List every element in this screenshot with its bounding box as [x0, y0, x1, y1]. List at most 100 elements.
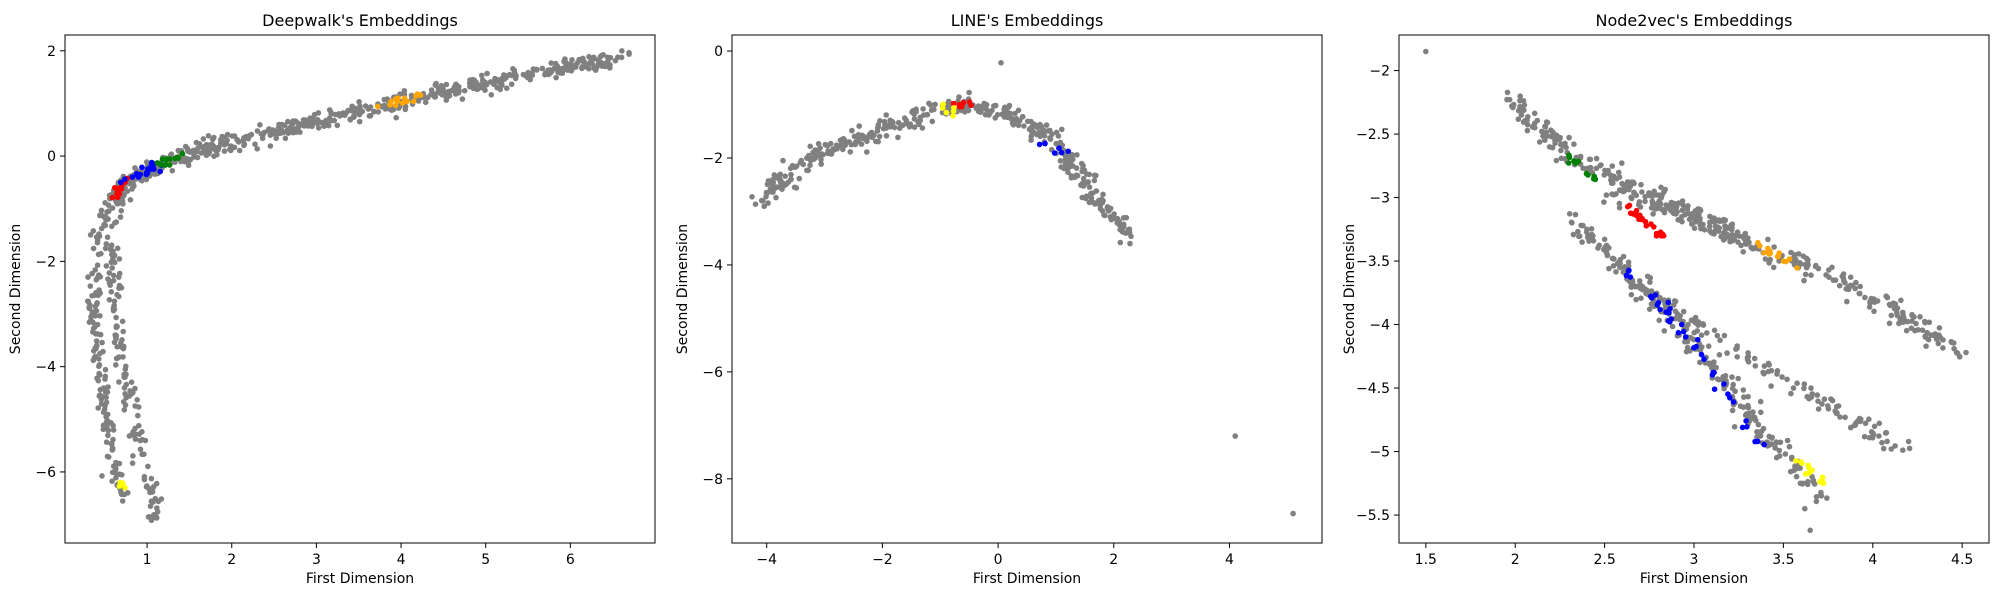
data-point — [605, 55, 612, 62]
data-point — [440, 85, 446, 92]
data-point — [1740, 249, 1746, 255]
data-point — [1825, 403, 1831, 409]
data-point — [1723, 224, 1729, 230]
cluster-point — [374, 103, 381, 110]
data-point — [920, 106, 926, 112]
data-point — [1884, 294, 1891, 301]
data-point — [602, 63, 608, 70]
data-point — [1679, 207, 1686, 213]
data-point — [1558, 155, 1565, 162]
cluster-point — [1065, 148, 1072, 155]
data-point — [1642, 198, 1648, 205]
cluster-point — [117, 479, 124, 486]
data-point — [393, 114, 400, 121]
data-point — [992, 115, 998, 121]
data-point — [1771, 244, 1777, 250]
data-point — [761, 203, 767, 210]
data-point — [129, 186, 135, 192]
data-point — [110, 422, 116, 429]
data-point — [1579, 239, 1585, 245]
data-point — [1625, 259, 1632, 266]
data-point — [103, 241, 110, 247]
data-point — [121, 385, 128, 391]
data-point — [175, 147, 182, 154]
data-point — [1083, 193, 1090, 199]
data-point — [86, 304, 92, 311]
data-point — [560, 65, 567, 71]
y-tick-label: −2 — [35, 254, 56, 270]
data-point — [331, 117, 338, 124]
cluster-point — [1658, 233, 1665, 239]
cluster-point — [1571, 158, 1577, 164]
data-point — [106, 297, 113, 303]
data-point — [187, 149, 193, 155]
data-point — [1062, 160, 1069, 167]
data-point — [1750, 409, 1756, 415]
data-point — [1694, 328, 1701, 334]
data-point — [1768, 367, 1775, 374]
data-point — [1093, 172, 1099, 179]
data-point — [1733, 346, 1739, 352]
data-point — [807, 143, 813, 150]
data-point — [883, 112, 889, 118]
data-point — [1836, 282, 1843, 289]
cluster-point — [410, 98, 417, 105]
data-point — [1086, 184, 1093, 190]
cluster-point — [162, 162, 168, 168]
cluster-point — [1775, 253, 1782, 259]
data-point — [301, 120, 308, 126]
data-point — [382, 106, 389, 112]
data-point — [109, 446, 116, 453]
data-point — [432, 91, 438, 97]
data-point — [1879, 439, 1885, 446]
data-point — [626, 51, 632, 57]
data-point — [1558, 147, 1564, 154]
data-point — [1580, 222, 1586, 229]
cluster-point — [1805, 462, 1811, 469]
data-point — [415, 98, 422, 104]
data-point — [1833, 410, 1840, 417]
data-point — [1784, 376, 1790, 383]
data-point — [1534, 117, 1541, 124]
data-point — [776, 172, 783, 178]
y-axis-label: Second Dimension — [675, 224, 691, 354]
cluster-point — [1761, 249, 1767, 256]
data-point — [113, 470, 119, 477]
data-point — [282, 135, 289, 142]
data-point — [818, 161, 824, 167]
data-point — [86, 319, 93, 326]
data-point — [533, 66, 540, 73]
cluster-point — [1755, 239, 1761, 246]
data-point — [1063, 165, 1069, 172]
data-point — [214, 146, 221, 153]
data-point — [1933, 336, 1940, 342]
data-point — [1091, 177, 1098, 184]
data-point — [110, 436, 116, 443]
data-point — [1038, 130, 1045, 137]
data-point — [1504, 89, 1511, 96]
data-point — [257, 122, 263, 128]
data-point — [791, 184, 798, 191]
data-point — [876, 133, 883, 140]
data-point — [1948, 338, 1955, 345]
data-point — [1016, 118, 1023, 124]
data-point — [143, 484, 150, 490]
data-point — [572, 62, 579, 68]
data-point — [286, 130, 292, 136]
data-point — [1819, 401, 1825, 407]
data-point — [198, 150, 205, 156]
data-point — [1096, 197, 1102, 204]
data-point — [1813, 494, 1820, 500]
data-point — [966, 89, 972, 96]
data-point — [806, 154, 813, 161]
cluster-point — [939, 105, 946, 111]
data-point — [837, 137, 844, 144]
data-point — [770, 179, 777, 186]
cluster-point — [159, 156, 166, 162]
data-point — [847, 149, 854, 155]
data-point — [114, 200, 120, 206]
data-point — [1685, 321, 1691, 328]
data-point — [1043, 122, 1050, 128]
data-point — [805, 167, 811, 174]
data-point — [106, 278, 113, 285]
